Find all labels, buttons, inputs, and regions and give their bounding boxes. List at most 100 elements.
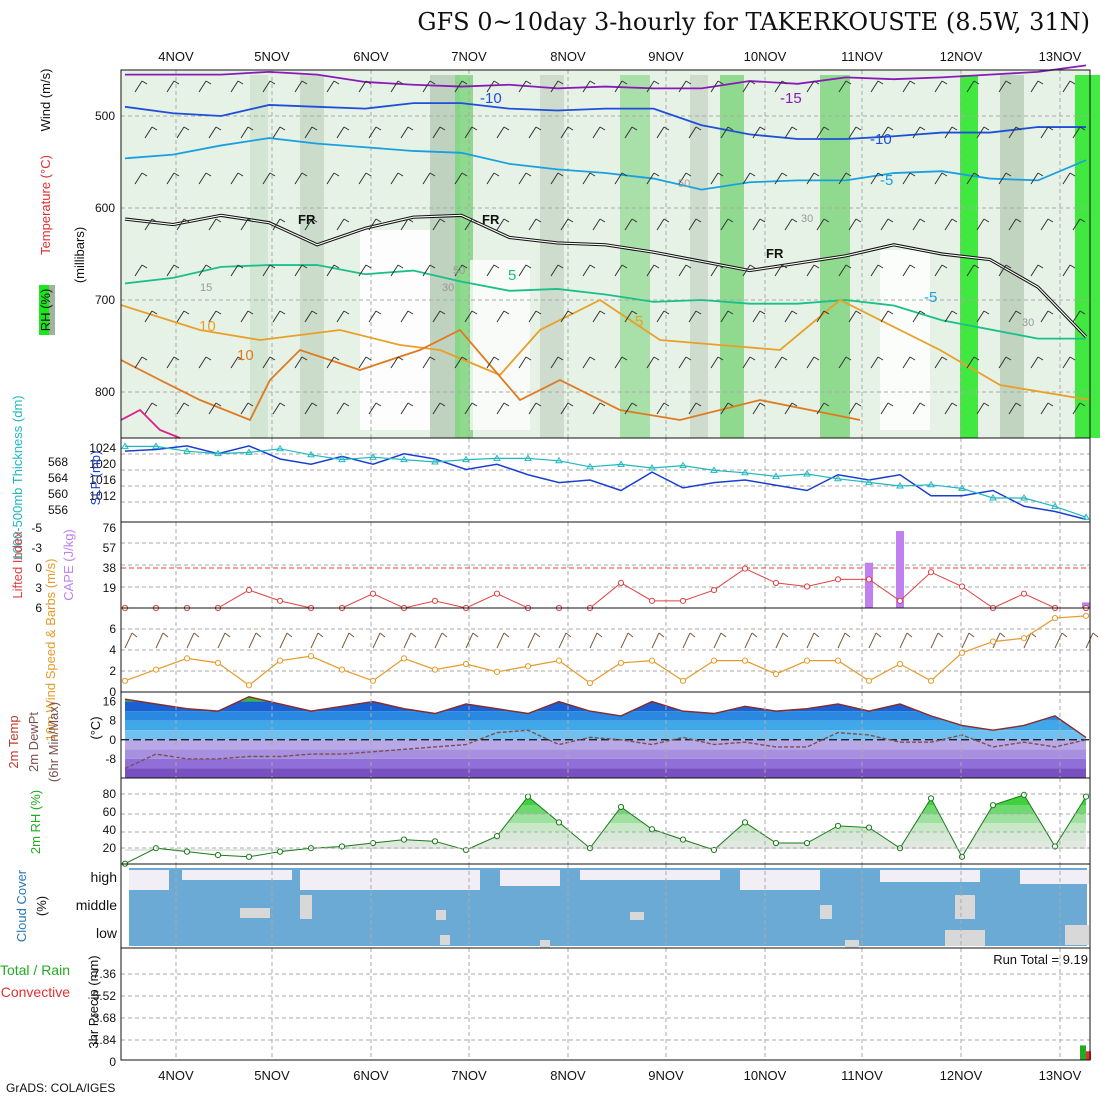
rh-band	[125, 796, 1086, 806]
wind-barb	[311, 126, 318, 131]
contour-label: -5	[924, 289, 937, 306]
wind-barb	[752, 126, 761, 139]
wind-barb	[400, 218, 409, 231]
wind-barb	[582, 264, 591, 277]
wind-speed-marker	[989, 638, 997, 645]
wind-barb	[215, 310, 222, 315]
wind-barb	[503, 402, 510, 407]
wind-barb	[695, 310, 702, 315]
wind-barb	[439, 402, 446, 407]
wind-barb	[534, 632, 541, 638]
wind-barb	[567, 310, 574, 315]
wind-barb	[1062, 172, 1071, 185]
cape-bar	[896, 531, 904, 608]
wind-barb	[614, 80, 623, 93]
wind-barb	[134, 356, 143, 369]
temp-band	[125, 749, 1086, 759]
wind-speed-marker	[834, 657, 842, 664]
wind-axis-label: 10m Wind Speed & Barbs (m/s)	[43, 559, 58, 742]
thickness-marker	[1051, 502, 1059, 509]
wind-barb	[998, 264, 1007, 277]
wind-barb	[557, 356, 564, 361]
dewpt-axis-label: 2m DewPt	[26, 712, 41, 772]
wind-barb	[1023, 632, 1032, 649]
wind-barb	[525, 172, 532, 177]
wind-barb	[1069, 80, 1076, 85]
wind-barb	[749, 172, 756, 177]
wind-barb	[1072, 310, 1081, 323]
temp-band	[125, 720, 1086, 731]
wind-barb	[255, 632, 262, 638]
rh-marker	[679, 836, 687, 843]
wind-barb	[749, 264, 756, 269]
wind-barb	[752, 218, 761, 231]
wind-barb	[461, 264, 468, 269]
wind-barb	[837, 632, 846, 649]
rh-clear-region	[360, 230, 430, 430]
wind-barb	[193, 632, 200, 638]
wind-barb	[848, 310, 857, 323]
wind-barb	[689, 632, 696, 638]
wind-barb	[880, 126, 889, 139]
wind-barb	[998, 172, 1007, 185]
wind-barb	[240, 126, 249, 139]
wind-barb	[375, 310, 382, 315]
rh-marker	[369, 839, 377, 847]
wind-barb	[176, 218, 185, 231]
wind-barb	[951, 402, 958, 407]
contour-label: 10	[237, 347, 254, 364]
cloud-middle	[436, 910, 446, 920]
wind-barb	[422, 80, 431, 93]
date-label-top: 10NOV	[744, 49, 787, 64]
cloud-high-clear	[182, 870, 292, 880]
contour-label: -15	[780, 90, 802, 107]
wind-barb	[688, 126, 697, 139]
wind-barb	[784, 218, 793, 231]
wind-barb	[301, 172, 308, 177]
cloud-low	[440, 935, 450, 945]
thickness-tick-label: 564	[48, 471, 68, 485]
wind-barb	[326, 80, 335, 93]
wind-barb	[1015, 218, 1022, 223]
wind-barb	[621, 172, 628, 177]
wind-barb	[658, 632, 665, 638]
cape-tick-label: 76	[103, 521, 117, 535]
wind-barb	[759, 218, 766, 223]
wind-barb	[663, 310, 670, 315]
wind-barb	[749, 80, 756, 85]
wind-barb	[528, 310, 537, 323]
wind-barb	[744, 632, 753, 649]
cape-tick-label: 57	[103, 541, 117, 555]
wind-speed-marker	[555, 657, 563, 664]
wind-barb	[454, 264, 463, 277]
temp-band	[125, 711, 1086, 721]
lifted-index-marker	[834, 576, 842, 583]
wind-barb	[631, 402, 638, 407]
dewpoint-line	[124, 729, 1087, 770]
wind-barb	[472, 632, 479, 638]
wind-barb	[651, 632, 660, 649]
wind-barb	[678, 356, 687, 369]
thickness-marker	[865, 478, 873, 485]
wind-barb	[624, 126, 633, 139]
rh-line	[124, 794, 1087, 865]
wind-barb	[365, 356, 372, 361]
wind-barb	[749, 356, 756, 361]
date-label-top: 8NOV	[550, 49, 586, 64]
wind-barb	[791, 218, 798, 223]
cloud-middle	[955, 895, 975, 919]
wind-barb	[875, 632, 882, 638]
wind-barb	[237, 80, 244, 85]
wind-barb	[944, 310, 953, 323]
wind-speed-marker	[524, 663, 532, 670]
wind-barb	[518, 356, 527, 369]
wind-barb	[535, 310, 542, 315]
wind-barb	[375, 402, 382, 407]
wind-barb	[454, 172, 463, 185]
wind-barb	[503, 310, 510, 315]
wind-barb	[333, 80, 340, 85]
wind-barb	[372, 632, 381, 649]
wind-barb	[855, 402, 862, 407]
wind-speed-marker	[462, 660, 470, 668]
relative-humidity-panel: 80 60 40 20 2m RH (%)	[28, 777, 1091, 867]
